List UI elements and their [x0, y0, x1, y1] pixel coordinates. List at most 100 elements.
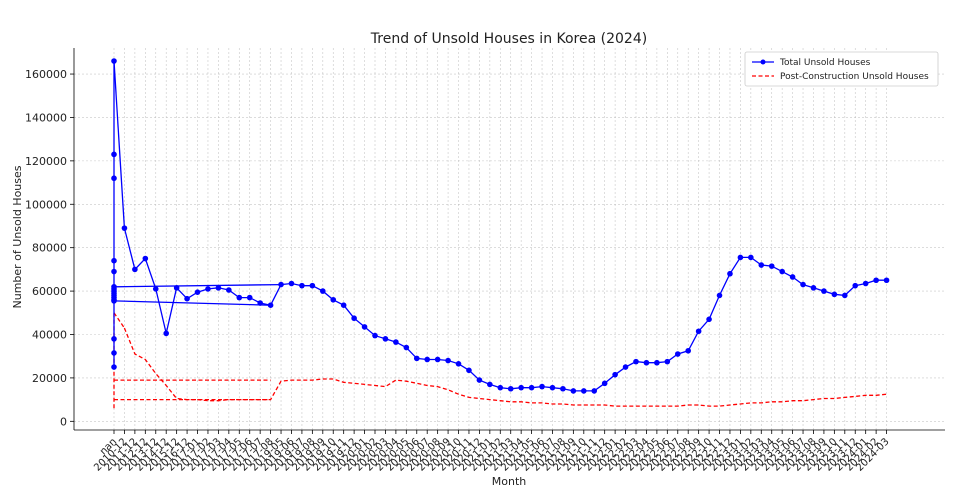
y-tick-label: 40000 — [32, 329, 67, 342]
series-segment-total — [113, 60, 126, 229]
data-point-total — [403, 344, 410, 351]
data-point-total — [132, 266, 138, 273]
series-segment-post-construction — [113, 312, 125, 329]
data-point-total — [236, 294, 243, 301]
data-point-total — [111, 257, 117, 264]
data-point-total — [246, 294, 253, 301]
data-point-total — [351, 315, 357, 322]
y-tick-label: 80000 — [32, 242, 67, 255]
data-point-total — [706, 316, 712, 323]
data-point-total — [413, 355, 420, 362]
data-point-total — [111, 151, 117, 158]
data-point-total — [883, 277, 890, 284]
gridlines — [74, 48, 945, 430]
data-point-total — [789, 274, 796, 280]
data-point-total — [163, 330, 169, 337]
data-point-total — [560, 385, 566, 392]
data-point-total — [539, 383, 545, 390]
data-point-total — [779, 268, 785, 275]
data-point-total — [340, 302, 347, 308]
legend: Total Unsold Houses Post-Construction Un… — [744, 51, 939, 87]
data-point-total — [111, 268, 117, 275]
data-point-total — [674, 351, 681, 357]
axes: 0 20000 40000 60000 80000 100000 120000 140000 1… — [25, 48, 945, 474]
data-point-total — [455, 361, 462, 367]
data-point-total — [581, 388, 587, 394]
y-axis-title: Number of Unsold Houses — [11, 165, 24, 308]
data-point-total — [821, 288, 827, 294]
data-point-total — [299, 282, 305, 289]
data-point-total — [267, 302, 274, 308]
data-point-total — [111, 298, 117, 304]
series-segment-total — [113, 283, 282, 288]
data-point-total — [111, 364, 117, 370]
data-point-total — [257, 300, 263, 306]
data-point-total — [288, 280, 295, 287]
data-point-total — [434, 356, 441, 363]
data-point-total — [664, 358, 671, 365]
y-tick-label: 20000 — [32, 372, 67, 385]
data-point-total — [810, 285, 817, 291]
data-point-total — [278, 281, 284, 288]
data-point-total — [111, 175, 117, 182]
data-point-total — [549, 384, 556, 391]
y-tick-label: 0 — [60, 415, 67, 428]
data-point-total — [737, 254, 744, 261]
y-tick-label: 140000 — [25, 111, 67, 124]
data-point-total — [111, 58, 117, 64]
legend-marker-total — [760, 59, 766, 65]
data-point-total — [330, 296, 337, 303]
series-line-total — [123, 227, 887, 392]
data-point-total — [121, 225, 128, 231]
data-point-total — [466, 367, 472, 374]
data-point-total — [633, 358, 639, 365]
data-point-total — [111, 336, 117, 342]
data-point-total — [215, 285, 222, 291]
legend-label-total: Total Unsold Houses — [779, 58, 871, 68]
data-point-total — [497, 384, 504, 391]
data-point-total — [570, 388, 577, 394]
data-point-total — [842, 292, 848, 299]
data-point-total — [748, 254, 754, 261]
chart-title: Trend of Unsold Houses in Korea (2024) — [370, 31, 647, 47]
data-point-total — [643, 359, 650, 366]
data-point-total — [476, 377, 483, 383]
data-point-total — [173, 285, 180, 291]
series-segment-total — [113, 300, 271, 306]
data-point-total — [758, 262, 765, 268]
data-point-total — [685, 347, 691, 354]
series-line-post-construction — [123, 327, 887, 407]
data-point-total — [194, 289, 201, 295]
data-point-total — [445, 357, 451, 364]
data-point-total — [320, 288, 326, 294]
data-point-total — [382, 336, 389, 342]
y-tick-label: 120000 — [25, 155, 67, 168]
data-point-total — [768, 263, 775, 269]
data-point-total — [184, 295, 190, 302]
data-point-total — [393, 339, 399, 345]
data-point-total — [591, 388, 598, 394]
data-point-total — [654, 359, 660, 366]
x-axis-title: Month — [492, 475, 527, 488]
data-point-total — [716, 292, 723, 299]
data-point-total — [831, 291, 838, 298]
data-point-total — [862, 280, 869, 287]
data-point-total — [601, 380, 608, 387]
data-point-total — [852, 282, 859, 289]
data-point-total — [372, 332, 378, 339]
data-point-total — [424, 356, 431, 363]
legend-label-post-construction: Post-Construction Unsold Houses — [780, 72, 929, 82]
y-tick-label: 100000 — [25, 198, 67, 211]
data-point-total — [695, 328, 702, 335]
data-point-total — [361, 324, 368, 330]
data-point-total — [142, 255, 149, 262]
data-point-total — [152, 286, 159, 292]
data-point-total — [205, 286, 211, 292]
data-point-total — [518, 384, 524, 391]
data-point-total — [487, 381, 493, 388]
series-layer — [111, 58, 890, 409]
data-point-total — [226, 287, 232, 293]
data-point-total — [727, 270, 733, 277]
y-tick-label: 60000 — [32, 285, 67, 298]
data-point-total — [622, 364, 629, 370]
